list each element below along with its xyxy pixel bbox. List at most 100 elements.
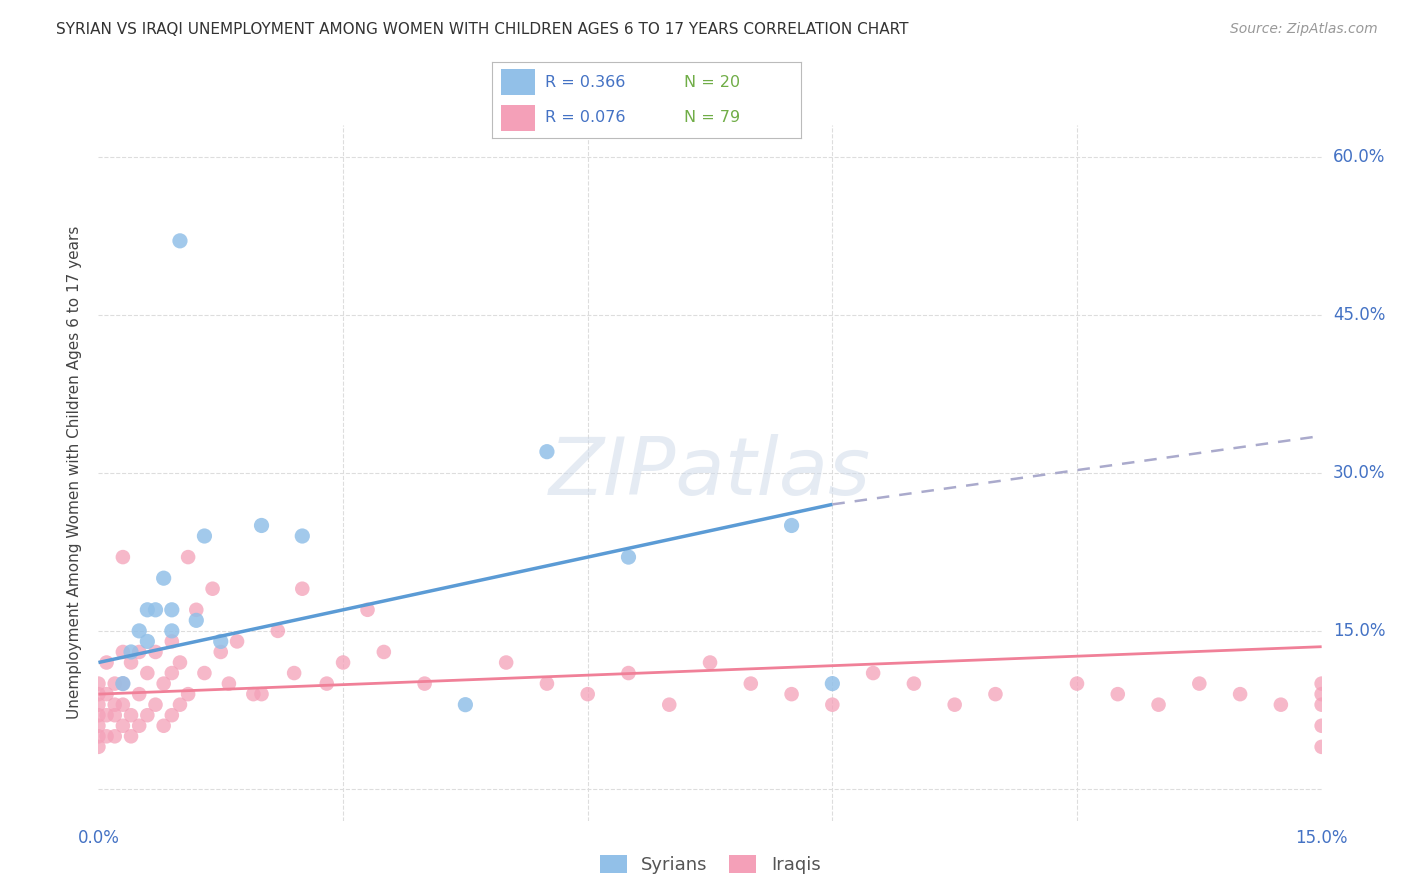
Point [87,676,110,690]
Point [1229,687,1251,701]
Point [780,687,803,701]
Point [780,518,803,533]
Text: 45.0%: 45.0% [1333,306,1385,324]
Text: ZIPatlas: ZIPatlas [548,434,872,512]
Point [96,687,118,701]
Point [87,719,110,733]
Point [120,656,142,670]
Text: 60.0%: 60.0% [1333,147,1385,166]
Point [111,645,134,659]
Point [226,634,249,648]
Point [740,676,762,690]
Point [128,624,150,638]
Point [104,708,127,723]
Point [495,656,517,670]
Point [193,529,215,543]
Point [120,645,142,659]
Point [617,666,640,681]
Text: Source: ZipAtlas.com: Source: ZipAtlas.com [1230,22,1378,37]
Point [160,666,183,681]
Point [201,582,224,596]
Point [821,676,844,690]
Point [87,708,110,723]
Point [209,645,232,659]
Point [454,698,477,712]
Y-axis label: Unemployment Among Women with Children Ages 6 to 17 years: Unemployment Among Women with Children A… [67,226,83,720]
Point [136,634,159,648]
FancyBboxPatch shape [502,70,536,95]
Point [1310,698,1333,712]
Point [177,550,200,565]
Point [111,676,134,690]
Point [111,698,134,712]
Point [136,708,159,723]
Point [169,656,191,670]
Point [87,729,110,743]
Text: 30.0%: 30.0% [1333,464,1385,482]
Point [1147,698,1170,712]
Point [1188,676,1211,690]
Point [128,719,150,733]
Point [87,739,110,754]
Text: 15.0%: 15.0% [1333,622,1385,640]
Point [356,603,378,617]
Point [145,698,167,712]
Point [128,645,150,659]
Point [658,698,681,712]
Point [152,676,174,690]
Point [373,645,395,659]
Point [186,613,208,627]
Point [1310,676,1333,690]
Text: R = 0.366: R = 0.366 [544,75,626,90]
Point [209,634,232,648]
Point [186,603,208,617]
Point [111,550,134,565]
Point [283,666,305,681]
Text: SYRIAN VS IRAQI UNEMPLOYMENT AMONG WOMEN WITH CHILDREN AGES 6 TO 17 YEARS CORREL: SYRIAN VS IRAQI UNEMPLOYMENT AMONG WOMEN… [56,22,908,37]
Point [413,676,436,690]
Point [576,687,599,701]
Point [111,719,134,733]
Point [193,666,215,681]
Point [536,676,558,690]
Point [96,708,118,723]
Point [120,708,142,723]
Point [315,676,337,690]
Point [104,698,127,712]
Point [104,729,127,743]
FancyBboxPatch shape [502,105,536,130]
Point [169,698,191,712]
Text: N = 79: N = 79 [683,111,740,125]
Point [250,687,273,701]
Point [943,698,966,712]
Point [96,729,118,743]
Point [218,676,240,690]
Text: N = 20: N = 20 [683,75,740,90]
Point [160,708,183,723]
Point [1066,676,1088,690]
Point [291,529,314,543]
Point [104,676,127,690]
Point [128,687,150,701]
Point [242,687,264,701]
Point [145,603,167,617]
Point [120,729,142,743]
Point [136,603,159,617]
Text: R = 0.076: R = 0.076 [544,111,626,125]
Point [267,624,290,638]
Point [536,444,558,458]
Point [136,666,159,681]
Point [1310,719,1333,733]
Point [903,676,925,690]
Point [160,603,183,617]
Point [821,698,844,712]
Point [177,687,200,701]
Point [87,687,110,701]
Point [145,645,167,659]
Point [152,571,174,585]
Point [699,656,721,670]
Point [1270,698,1292,712]
Point [617,550,640,565]
Point [160,624,183,638]
Point [291,582,314,596]
